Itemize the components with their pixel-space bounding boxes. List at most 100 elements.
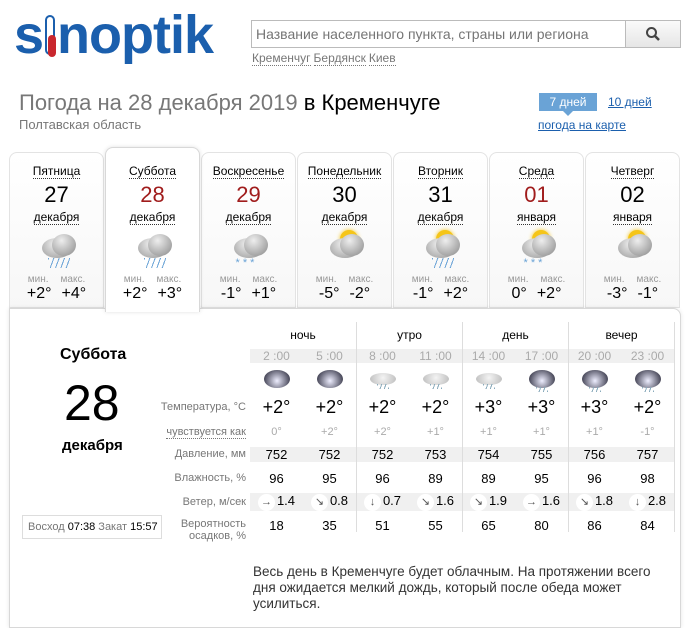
times-value: 20 :00	[577, 349, 612, 363]
sun-times: Восход 07:38 Закат 15:57	[22, 515, 162, 539]
wind-value: 0.7	[382, 493, 402, 508]
wind-cell: ↘ 1.8	[568, 493, 621, 511]
recent-city-link[interactable]: Киев	[368, 51, 396, 66]
max-temp: -1°	[637, 285, 659, 302]
temp-cell: +2°	[303, 397, 356, 418]
day-tab[interactable]: Понедельник 30 декабря мин. макс. -5° -2°	[297, 152, 392, 308]
wind-direction-icon: ↘	[469, 494, 487, 511]
wind-value: 1.6	[541, 493, 561, 508]
day-name: Понедельник	[307, 164, 382, 179]
tab-7-days[interactable]: 7 дней	[539, 93, 597, 116]
wind-cell: ↘ 1.6	[409, 493, 462, 511]
humidity-cell: 89	[409, 471, 462, 486]
tab-10-days[interactable]: 10 дней	[608, 95, 652, 109]
recent-city-link[interactable]: Кременчуг	[252, 51, 311, 66]
temp-label: Температура, °C	[160, 401, 246, 413]
page-title: Погода на 28 декабря 2019 в Кременчуге	[19, 90, 441, 116]
temp-value: +2°	[368, 396, 397, 417]
max-temp: +4°	[61, 285, 87, 302]
wind-cell: ↘ 1.9	[462, 493, 515, 511]
search-input[interactable]	[251, 20, 625, 48]
day-month: декабря	[321, 210, 368, 225]
temp-cell: +2°	[250, 397, 303, 418]
humidity-cell: 98	[621, 471, 674, 486]
temp-value: +2°	[315, 396, 344, 417]
hourly-table: ночь утро день вечер 2 :00 5 :00 8 :00 11 :00 14…	[150, 322, 680, 546]
region-label: Полтавская область	[19, 117, 142, 132]
max-label: макс.	[156, 274, 182, 285]
times-value: 2 :00	[263, 349, 290, 363]
recent-city-link[interactable]: Бердянск	[313, 51, 366, 66]
sunrise-time: 07:38	[67, 521, 96, 533]
temp-value: +2°	[262, 396, 291, 417]
sunset-label: Закат	[98, 521, 128, 533]
day-tab[interactable]: Среда 01 января * * * мин. макс. 0° +2°	[489, 152, 584, 308]
times-value: 5 :00	[316, 349, 343, 363]
period-divider	[674, 322, 675, 532]
light-rain-icon	[422, 373, 449, 389]
day-tab[interactable]: Пятница 27 декабря мин. макс. +2° +4°	[9, 152, 104, 308]
humidity-cell: 96	[250, 471, 303, 486]
wind-direction-icon: ↘	[310, 494, 328, 511]
day-tab[interactable]: Четверг 02 января мин. макс. -3° -1°	[585, 152, 680, 308]
times-value: 11 :00	[419, 349, 452, 363]
feels-cell: +1°	[409, 426, 462, 438]
sun-cloud-rain-icon	[418, 230, 464, 270]
precip-cell: 84	[621, 518, 674, 533]
pressure-cell: 752	[356, 446, 409, 462]
humidity-value: 96	[375, 470, 390, 486]
max-label: макс.	[636, 274, 662, 285]
period-divider	[462, 322, 463, 532]
precip-value: 51	[375, 518, 390, 533]
day-tab[interactable]: Суббота 28 декабря мин. макс. +2° +3°	[105, 147, 200, 312]
min-temp: -1°	[220, 285, 242, 302]
weather-map-link[interactable]: погода на карте	[538, 118, 626, 132]
day-date: 01	[524, 182, 549, 207]
logo[interactable]: s noptik	[14, 5, 214, 65]
max-temp: +1°	[251, 285, 277, 302]
pressure-cell: 757	[621, 446, 674, 462]
temp-value: +2°	[421, 396, 450, 417]
feels-cell: 0°	[250, 426, 303, 438]
search-button[interactable]	[625, 20, 681, 48]
feels-value: +1°	[427, 426, 444, 438]
times-value: 23 :00	[630, 349, 665, 363]
temp-cell: +2°	[356, 397, 409, 418]
period-header: утро	[356, 322, 462, 346]
wind-value: 1.6	[435, 493, 455, 508]
times-cell: 17 :00	[515, 349, 568, 363]
precip-value: 35	[322, 518, 337, 533]
feels-cell: +1°	[568, 426, 621, 438]
day-tab[interactable]: Вторник 31 декабря мин. макс. -1° +2°	[393, 152, 488, 308]
wind-cell: → 1.4	[250, 493, 303, 511]
precip-cell: 65	[462, 518, 515, 533]
overcast-rain-icon	[528, 370, 555, 392]
max-temp: +2°	[443, 285, 469, 302]
pressure-value: 757	[636, 446, 659, 462]
precip-value: 84	[640, 518, 655, 533]
feels-value: 0°	[271, 426, 282, 438]
wind-direction-icon: ↓	[628, 494, 646, 511]
overcast-rain-icon	[634, 370, 661, 392]
row-label: чувствуется как	[150, 426, 250, 439]
wind-value: 2.8	[647, 493, 667, 508]
sunset-time: 15:57	[130, 521, 158, 533]
day-tab[interactable]: Воскресенье 29 декабря * * * мин. макс. -1° +1°	[201, 152, 296, 308]
precip-cell: 51	[356, 518, 409, 533]
day-month: декабря	[129, 210, 176, 225]
wind-cell: ↘ 0.8	[303, 493, 356, 511]
wind-cell: ↓ 0.7	[356, 493, 409, 511]
wind-direction-icon: →	[522, 494, 540, 511]
period-header: ночь	[290, 328, 316, 342]
pressure-cell: 752	[250, 446, 303, 462]
row-label: Давление, мм	[150, 448, 250, 460]
times-cell: 23 :00	[621, 349, 674, 363]
wind-value: 1.9	[488, 493, 508, 508]
wind-value: 1.8	[594, 493, 614, 508]
precip-value: 65	[481, 518, 496, 533]
pressure-value: 752	[371, 446, 394, 462]
day-date: 29	[236, 182, 261, 207]
wind-label: Ветер, м/сек	[182, 496, 246, 508]
humidity-value: 95	[322, 470, 337, 486]
feels-cell: +2°	[356, 426, 409, 438]
